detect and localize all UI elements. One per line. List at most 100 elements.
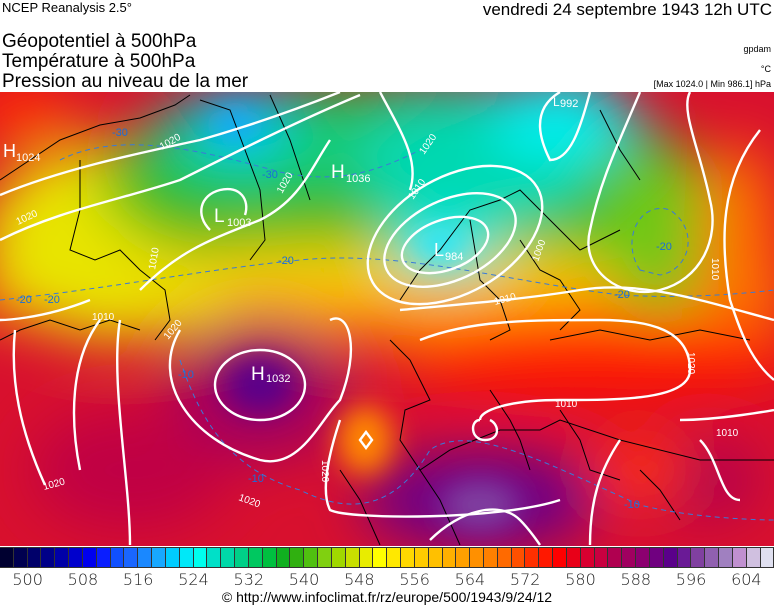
center-letter: H [331, 162, 345, 183]
color-scale-cell [138, 547, 153, 568]
color-scale-cell [566, 547, 581, 568]
weather-map: H 1024 L 1003 H 1036 L 984 L 992 H 1032 … [0, 92, 774, 546]
color-scale-cell [27, 547, 42, 568]
color-scale-cell [622, 547, 637, 568]
center-letter: L [553, 95, 560, 109]
color-scale-cell [649, 547, 664, 568]
isotherm-label: -10 [248, 473, 264, 485]
color-scale-cell [96, 547, 111, 568]
isobar-label: 1010 [709, 258, 720, 281]
title-pressure: Pression au niveau de la mer [2, 71, 249, 92]
center-letter: H [251, 364, 265, 385]
source-label: NCEP Reanalysis 2.5° [2, 0, 132, 15]
color-scale-cell [359, 547, 374, 568]
temperature-isotherms [0, 144, 774, 521]
center-value: 1024 [16, 152, 40, 164]
color-scale-cell [497, 547, 512, 568]
color-scale-cell [760, 547, 774, 568]
pressure-centers: H 1024 L 1003 H 1036 L 984 L 992 H 1032 [3, 95, 578, 385]
color-scale-cell [304, 547, 319, 568]
color-scale-cell [262, 547, 277, 568]
color-scale-cell [13, 547, 28, 568]
color-scale-label: 508 [67, 570, 99, 589]
color-scale-cell [580, 547, 595, 568]
color-scale-cell [207, 547, 222, 568]
isobar-label: 1010 [716, 428, 739, 439]
center-value: 984 [445, 251, 463, 263]
color-scale-cell [0, 547, 14, 568]
unit-geopotential: gpdam [743, 44, 771, 54]
isotherm-label: -30 [112, 127, 128, 139]
color-scale-cell [539, 547, 554, 568]
color-scale-cell [373, 547, 388, 568]
isobar-label: 1020 [685, 352, 696, 375]
color-scale-cell [553, 547, 567, 568]
isotherm-label: -10 [178, 369, 194, 381]
color-scale-label: 604 [731, 570, 762, 589]
color-scale-cell [193, 547, 208, 568]
color-scale-cell [483, 547, 498, 568]
color-scale-cell [55, 547, 70, 568]
color-scale-cell [41, 547, 56, 568]
color-scale-cell [442, 547, 457, 568]
color-scale-cell [235, 547, 249, 568]
color-scale-cell [691, 547, 706, 568]
unit-pressure: [Max 1024.0 | Min 986.1] hPa [653, 79, 771, 89]
color-scale-label: 500 [12, 570, 43, 589]
color-scale-cell [428, 547, 443, 568]
center-value: 1036 [346, 173, 370, 185]
color-scale-cell [456, 547, 471, 568]
color-scale-label: 516 [122, 570, 154, 589]
center-letter: H [3, 141, 16, 161]
color-scale-cell [746, 547, 761, 568]
color-scale-cell [318, 547, 332, 568]
color-scale-cell [290, 547, 305, 568]
color-scale-cell [636, 547, 650, 568]
isobar-label: 1010 [147, 246, 162, 270]
geopotential-field [0, 92, 774, 546]
color-scale-cell [511, 547, 526, 568]
color-scale-cell [705, 547, 720, 568]
isotherm-label: -10 [624, 499, 640, 511]
color-scale-cell [470, 547, 484, 568]
color-scale-cell [345, 547, 360, 568]
color-scale-cell [248, 547, 263, 568]
isobar-label: 1010 [555, 399, 578, 410]
center-letter: L [434, 240, 444, 260]
title-geopotential: Géopotentiel à 500hPa [2, 31, 197, 52]
color-scale-cell [152, 547, 166, 568]
color-scale-label: 548 [344, 570, 375, 589]
color-scale-cell [276, 547, 291, 568]
color-scale-label: 564 [454, 570, 486, 589]
center-letter: L [214, 206, 225, 227]
color-scale-cell [387, 547, 402, 568]
color-scale-cell [677, 547, 692, 568]
isotherm-labels: -30 -30 -20 -20 -20 -20 -20 -10 -10 -10 [16, 127, 672, 511]
color-scale-cell [110, 547, 125, 568]
color-scale-cell [69, 547, 83, 568]
color-scale-cell [663, 547, 678, 568]
unit-temperature: °C [760, 64, 771, 74]
color-scale-cell [401, 547, 415, 568]
date-label: vendredi 24 septembre 1943 12h UTC [482, 0, 772, 19]
copyright-footer: © http://www.infoclimat.fr/rz/europe/500… [221, 589, 553, 605]
isotherm-label: -20 [614, 289, 630, 301]
color-scale-cell [331, 547, 346, 568]
center-value: 1032 [266, 373, 290, 385]
color-scale-label: 524 [178, 570, 209, 589]
color-scale-bar [0, 547, 774, 568]
color-scale-cell [594, 547, 609, 568]
color-scale-label: 540 [288, 570, 320, 589]
color-scale-label: 572 [509, 570, 541, 589]
color-scale-label: 532 [233, 570, 265, 589]
isobar-label: 1010 [92, 312, 115, 323]
isotherm-label: -20 [44, 294, 60, 306]
color-scale-cell [414, 547, 429, 568]
color-scale-cell [124, 547, 139, 568]
color-scale-label: 580 [565, 570, 596, 589]
color-scale-cell [608, 547, 623, 568]
color-scale-label: 596 [675, 570, 707, 589]
isotherm-label: -20 [16, 294, 32, 306]
color-scale-cell [221, 547, 236, 568]
color-scale-cell [165, 547, 180, 568]
